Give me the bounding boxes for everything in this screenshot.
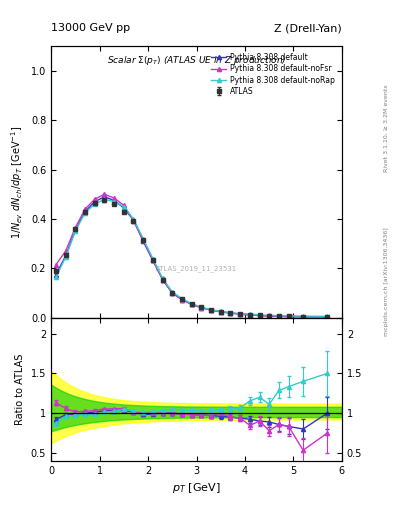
X-axis label: $p_{T}\ [\mathrm{GeV}]$: $p_{T}\ [\mathrm{GeV}]$ — [172, 481, 221, 495]
Text: Scalar $\Sigma(p_{T})$ (ATLAS UE in $Z$ production): Scalar $\Sigma(p_{T})$ (ATLAS UE in $Z$ … — [107, 54, 286, 67]
Text: ATLAS_2019_11_23531: ATLAS_2019_11_23531 — [156, 266, 237, 272]
Text: mcplots.cern.ch [arXiv:1306.3436]: mcplots.cern.ch [arXiv:1306.3436] — [384, 227, 389, 336]
Y-axis label: $1/N_{ev}\ dN_{ch}/dp_{T}\ [\mathrm{GeV}^{-1}]$: $1/N_{ev}\ dN_{ch}/dp_{T}\ [\mathrm{GeV}… — [9, 125, 25, 239]
Text: 13000 GeV pp: 13000 GeV pp — [51, 23, 130, 33]
Text: Z (Drell-Yan): Z (Drell-Yan) — [274, 23, 342, 33]
Legend: Pythia 8.308 default, Pythia 8.308 default-noFsr, Pythia 8.308 default-noRap, AT: Pythia 8.308 default, Pythia 8.308 defau… — [208, 50, 338, 99]
Y-axis label: Ratio to ATLAS: Ratio to ATLAS — [15, 354, 25, 425]
Text: Rivet 3.1.10, ≥ 3.2M events: Rivet 3.1.10, ≥ 3.2M events — [384, 84, 389, 172]
